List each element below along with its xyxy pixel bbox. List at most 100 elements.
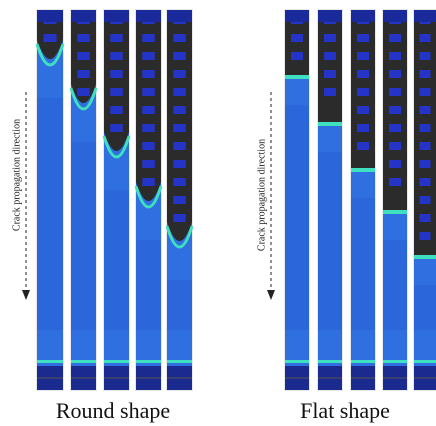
crack-mesh — [357, 88, 369, 96]
crack-mesh — [389, 160, 401, 168]
bottom-green — [104, 360, 129, 363]
crack-mesh — [389, 88, 401, 96]
crack-mesh — [77, 34, 90, 42]
crack-mesh — [291, 34, 303, 42]
crack-mesh — [357, 70, 369, 78]
crack-mesh — [389, 70, 401, 78]
top-band — [104, 10, 129, 22]
crack-mesh — [142, 160, 155, 168]
crack-mesh — [420, 214, 431, 222]
top-band — [318, 10, 342, 22]
crack-mesh — [173, 70, 186, 78]
crack-mesh — [110, 88, 123, 96]
bottom-green — [351, 360, 375, 363]
arrow-head — [22, 290, 30, 300]
crack-mesh — [357, 52, 369, 60]
bottom-green — [383, 360, 407, 363]
axis-label: Crack propagation direction — [256, 139, 267, 251]
arrow-head — [267, 290, 275, 300]
crack-mesh — [110, 106, 123, 114]
crack-mesh — [142, 142, 155, 150]
strip-shade — [104, 190, 129, 330]
crack-mesh — [173, 88, 186, 96]
bottom-green — [71, 360, 96, 363]
crack-region — [318, 10, 342, 122]
crack-mesh — [173, 52, 186, 60]
crack-mesh — [173, 196, 186, 204]
strip-shade — [136, 240, 161, 330]
crack-mesh — [142, 178, 155, 186]
strip-shade — [318, 152, 342, 330]
crack-mesh — [173, 160, 186, 168]
crack-mesh — [420, 178, 431, 186]
bottom-green — [414, 360, 436, 363]
crack-mesh — [142, 52, 155, 60]
strip-shade — [351, 198, 375, 330]
top-band — [71, 10, 96, 22]
axis-label: Crack propagation direction — [11, 119, 22, 231]
strip-shade — [37, 98, 63, 330]
crack-mesh — [420, 34, 431, 42]
crack-mesh — [110, 52, 123, 60]
strip-shade — [414, 285, 436, 330]
crack-mesh — [142, 88, 155, 96]
top-band — [37, 10, 63, 22]
crack-mesh — [357, 124, 369, 132]
crack-mesh — [44, 34, 57, 42]
top-band — [414, 10, 436, 22]
crack-mesh — [389, 178, 401, 186]
bottom-green — [136, 360, 161, 363]
crack-mesh — [420, 52, 431, 60]
bottom-green — [37, 360, 63, 363]
crack-mesh — [173, 124, 186, 132]
crack-mesh — [142, 106, 155, 114]
crack-mesh — [291, 52, 303, 60]
top-band — [136, 10, 161, 22]
bottom-green — [285, 360, 309, 363]
crack-mesh — [110, 70, 123, 78]
crack-mesh — [110, 124, 123, 132]
crack-mesh — [389, 106, 401, 114]
crack-mesh — [77, 70, 90, 78]
crack-mesh — [389, 52, 401, 60]
strip-shade — [383, 240, 407, 330]
crack-mesh — [173, 178, 186, 186]
crack-mesh — [420, 88, 431, 96]
top-band — [167, 10, 192, 22]
top-band — [383, 10, 407, 22]
simulation-strips — [36, 9, 436, 391]
bottom-green — [167, 360, 192, 363]
figure: Crack propagation direction Crack propag… — [0, 0, 436, 426]
crack-mesh — [324, 34, 336, 42]
crack-mesh — [324, 88, 336, 96]
crack-mesh — [420, 70, 431, 78]
caption: Round shape — [56, 398, 170, 423]
crack-glow — [351, 168, 375, 172]
strip-shade — [285, 105, 309, 330]
strip-shade — [71, 142, 96, 330]
crack-glow — [414, 255, 436, 259]
bottom-green — [318, 360, 342, 363]
crack-mesh — [173, 34, 186, 42]
crack-mesh — [173, 106, 186, 114]
strip-shade — [167, 280, 192, 330]
crack-mesh — [420, 106, 431, 114]
crack-mesh — [420, 196, 431, 204]
crack-mesh — [357, 106, 369, 114]
crack-glow — [383, 210, 407, 214]
crack-mesh — [77, 52, 90, 60]
crack-mesh — [420, 142, 431, 150]
crack-mesh — [389, 124, 401, 132]
crack-mesh — [324, 70, 336, 78]
crack-mesh — [173, 214, 186, 222]
crack-mesh — [142, 124, 155, 132]
top-band — [285, 10, 309, 22]
crack-mesh — [389, 34, 401, 42]
crack-glow — [318, 122, 342, 126]
crack-mesh — [173, 142, 186, 150]
crack-mesh — [324, 52, 336, 60]
crack-glow — [285, 75, 309, 79]
crack-mesh — [420, 124, 431, 132]
top-band — [351, 10, 375, 22]
crack-mesh — [142, 70, 155, 78]
